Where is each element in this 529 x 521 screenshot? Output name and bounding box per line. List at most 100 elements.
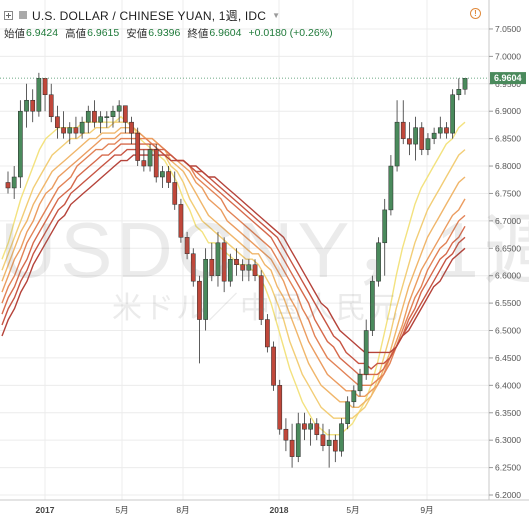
candle-body xyxy=(178,204,184,238)
candle-7 xyxy=(48,83,54,123)
candle-41 xyxy=(258,270,264,326)
candle-3 xyxy=(24,83,29,128)
x-tick-label-1: 5月 xyxy=(115,505,128,515)
ma-line-30 xyxy=(1,137,466,386)
candle-2 xyxy=(18,100,23,188)
candle-body xyxy=(363,330,369,375)
candle-body xyxy=(394,121,400,167)
grid-lines xyxy=(0,0,489,500)
candle-38 xyxy=(240,259,246,282)
candle-body xyxy=(271,346,276,386)
low-value: 6.9396 xyxy=(148,27,181,39)
chevron-down-icon[interactable]: ▼ xyxy=(272,10,281,20)
candles xyxy=(5,72,468,468)
candle-30 xyxy=(190,248,196,287)
y-tick-label-14: 6.3500 xyxy=(495,408,521,418)
candle-44 xyxy=(277,379,283,435)
candle-body xyxy=(277,385,283,430)
candle-34 xyxy=(215,231,221,287)
candle-31 xyxy=(197,275,202,364)
y-tick-label-0: 7.0500 xyxy=(495,24,521,34)
y-tick-label-17: 6.2000 xyxy=(495,490,521,500)
candle-body xyxy=(265,319,270,348)
high-label: 高値 xyxy=(65,27,87,40)
candle-body xyxy=(48,94,54,117)
candle-51 xyxy=(320,423,326,452)
candle-40 xyxy=(252,259,258,282)
candle-61 xyxy=(382,198,388,276)
candle-28 xyxy=(178,198,184,243)
candle-body xyxy=(370,280,375,331)
candle-60 xyxy=(376,237,381,287)
candle-48 xyxy=(302,412,307,441)
candle-body xyxy=(104,116,110,118)
candle-body xyxy=(246,264,252,271)
candle-body xyxy=(258,275,264,320)
candle-6 xyxy=(42,78,48,112)
candle-body xyxy=(450,94,455,134)
symbol-square-icon xyxy=(19,11,27,19)
candle-body xyxy=(240,264,246,271)
x-tick-label-4: 5月 xyxy=(346,505,359,515)
candle-64 xyxy=(400,100,406,145)
candle-body xyxy=(382,209,388,244)
candle-18 xyxy=(116,100,122,123)
candle-body xyxy=(444,127,449,134)
candle-body xyxy=(135,132,141,161)
candle-body xyxy=(98,116,103,123)
candle-body xyxy=(61,127,66,134)
candle-body xyxy=(153,149,159,178)
candle-body xyxy=(160,171,165,178)
candle-body xyxy=(437,127,443,134)
close-label: 終値 xyxy=(187,27,209,40)
candle-0 xyxy=(5,171,11,194)
price-axis[interactable] xyxy=(489,0,529,521)
y-tick-label-12: 6.4500 xyxy=(495,353,521,363)
candle-15 xyxy=(98,111,103,134)
candle-69 xyxy=(431,127,437,145)
candle-body xyxy=(252,264,258,276)
compare-plus-icon[interactable] xyxy=(4,10,13,20)
candle-body xyxy=(215,242,221,276)
candle-body xyxy=(166,171,171,183)
candle-33 xyxy=(209,242,215,282)
candle-body xyxy=(92,110,97,123)
candle-body xyxy=(172,182,178,205)
candle-58 xyxy=(363,319,369,380)
ma-line-15 xyxy=(1,121,466,419)
candle-body xyxy=(388,165,394,211)
y-tick-label-5: 6.8000 xyxy=(495,161,521,171)
ma-line-35 xyxy=(1,143,466,376)
open-label: 始値 xyxy=(4,27,25,40)
x-tick-label-2: 8月 xyxy=(176,505,189,515)
candle-13 xyxy=(85,105,91,134)
candle-71 xyxy=(444,122,449,139)
candle-body xyxy=(24,99,29,112)
candle-50 xyxy=(314,418,320,441)
candle-46 xyxy=(289,423,295,468)
candle-body xyxy=(283,428,289,441)
candle-body xyxy=(314,423,320,435)
candle-26 xyxy=(166,166,171,188)
alert-icon[interactable]: ! xyxy=(470,8,481,19)
candle-10 xyxy=(67,122,73,145)
candle-66 xyxy=(413,116,418,161)
ohlc-row: 始値 6.9424 高値 6.9615 安値 6.9396 終値 6.9604 … xyxy=(4,25,469,41)
candle-36 xyxy=(227,253,233,287)
candle-body xyxy=(73,127,79,134)
candle-55 xyxy=(345,396,351,430)
candle-body xyxy=(295,423,301,457)
y-tick-label-3: 6.9000 xyxy=(495,106,521,116)
candle-body xyxy=(289,439,295,457)
candle-body xyxy=(431,132,437,139)
y-tick-label-1: 7.0000 xyxy=(495,51,521,61)
candle-body xyxy=(419,127,425,150)
ma-ribbon xyxy=(1,115,466,436)
candle-body xyxy=(357,374,363,392)
symbol-title[interactable]: U.S. DOLLAR / CHINESE YUAN, 1週, IDC xyxy=(32,8,267,23)
ma-line-20 xyxy=(1,126,466,408)
price-axis-labels: 7.05007.00006.95006.90006.85006.80006.75… xyxy=(489,24,521,500)
candle-56 xyxy=(351,385,357,408)
candle-59 xyxy=(370,275,375,336)
